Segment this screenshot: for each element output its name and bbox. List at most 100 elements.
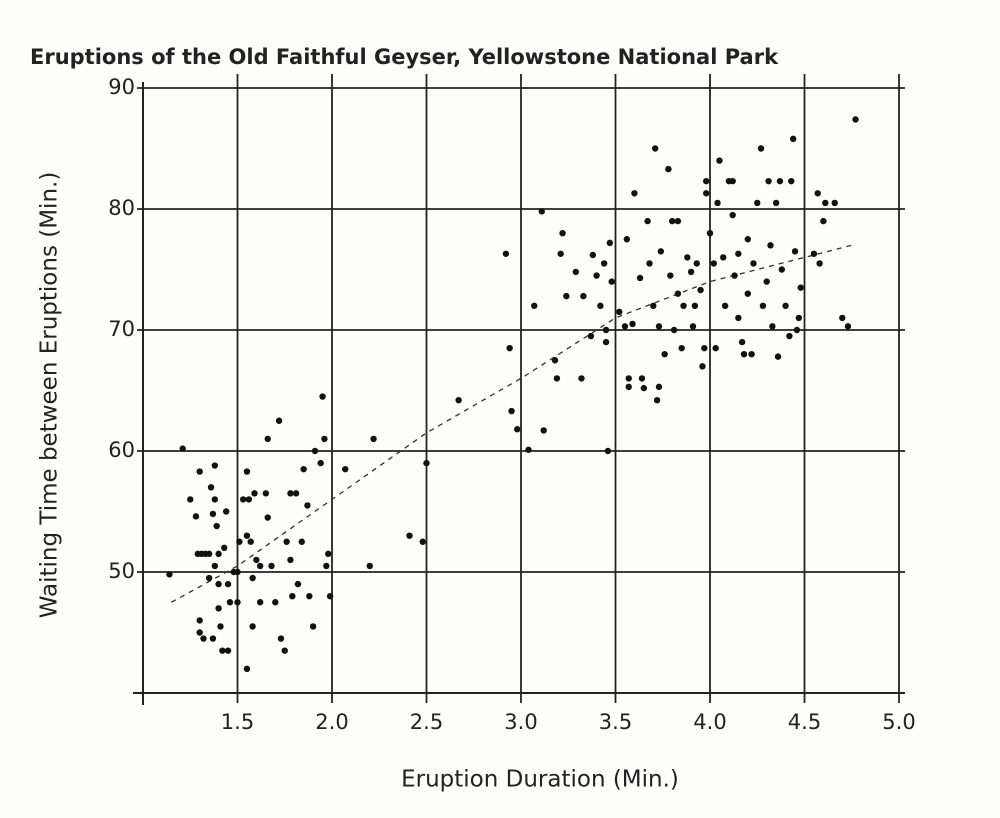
- data-point: [703, 190, 710, 197]
- data-point: [209, 635, 217, 642]
- data-point: [264, 435, 271, 443]
- data-point: [844, 323, 852, 330]
- data-point: [215, 550, 222, 558]
- data-point: [243, 468, 251, 475]
- data-point: [196, 617, 203, 624]
- data-point: [325, 550, 332, 558]
- data-point: [729, 211, 736, 219]
- data-point: [738, 338, 746, 346]
- data-point: [693, 260, 700, 267]
- data-point: [772, 199, 780, 207]
- data-point: [629, 320, 636, 328]
- data-point: [525, 446, 532, 453]
- data-point: [342, 465, 349, 473]
- data-point: [608, 278, 615, 285]
- x-tick-label: 5.0: [882, 710, 915, 734]
- data-point: [644, 217, 651, 225]
- data-point: [563, 292, 570, 300]
- data-point: [323, 562, 330, 570]
- data-point: [759, 302, 767, 309]
- y-tick-label: 70: [108, 317, 135, 341]
- data-point: [735, 314, 742, 322]
- data-point: [304, 502, 311, 509]
- data-point: [256, 562, 264, 570]
- data-point: [277, 635, 285, 642]
- data-point: [750, 260, 757, 267]
- data-point: [243, 665, 251, 672]
- data-point: [606, 239, 614, 247]
- data-point: [268, 562, 275, 570]
- data-point: [763, 278, 770, 285]
- data-point: [789, 135, 797, 143]
- data-point: [187, 496, 194, 503]
- data-point: [669, 217, 676, 225]
- data-point: [674, 290, 682, 297]
- data-point: [754, 199, 761, 207]
- data-point: [765, 177, 772, 185]
- data-point: [820, 217, 827, 225]
- y-tick-label: 80: [108, 196, 135, 220]
- data-point: [810, 250, 818, 257]
- data-point: [680, 302, 687, 309]
- data-point: [600, 260, 608, 267]
- data-point: [631, 190, 638, 197]
- data-point: [735, 250, 742, 257]
- data-point: [559, 230, 566, 237]
- data-point: [691, 302, 699, 309]
- data-point: [740, 351, 748, 358]
- data-point: [674, 217, 682, 225]
- data-point: [636, 274, 644, 282]
- data-point: [215, 580, 222, 588]
- data-point: [678, 344, 685, 352]
- data-point: [589, 251, 597, 259]
- data-point: [744, 236, 751, 243]
- data-point: [816, 260, 823, 267]
- data-point: [249, 623, 256, 630]
- data-point: [502, 250, 510, 257]
- data-point: [217, 623, 224, 630]
- data-point: [720, 254, 727, 261]
- x-tick-label: 4.5: [788, 710, 821, 734]
- data-point: [222, 508, 230, 515]
- data-point: [300, 465, 307, 473]
- data-point: [822, 199, 829, 207]
- data-point: [209, 510, 217, 518]
- data-point: [689, 323, 697, 330]
- data-point: [731, 272, 738, 279]
- data-point: [831, 199, 838, 207]
- data-point: [572, 268, 580, 276]
- data-point: [205, 574, 213, 582]
- data-point: [211, 496, 219, 503]
- data-point: [769, 323, 776, 330]
- data-point: [670, 326, 678, 334]
- y-tick-label: 60: [108, 438, 135, 462]
- data-point: [292, 490, 300, 497]
- data-point: [205, 550, 213, 558]
- data-point: [247, 538, 254, 545]
- data-point: [256, 599, 264, 606]
- x-tick-label: 4.0: [693, 710, 726, 734]
- data-point: [776, 177, 784, 185]
- data-point: [721, 302, 729, 309]
- data-point: [650, 302, 657, 309]
- data-point: [697, 286, 704, 294]
- data-point: [423, 459, 430, 467]
- data-point: [221, 544, 228, 551]
- data-point: [319, 393, 326, 400]
- data-point: [514, 426, 521, 433]
- data-point: [791, 248, 799, 255]
- data-point: [506, 344, 513, 352]
- data-point: [701, 344, 708, 352]
- data-point: [616, 308, 623, 316]
- data-point: [774, 353, 782, 360]
- data-point: [703, 177, 710, 185]
- trend-line: [171, 244, 852, 603]
- data-point: [366, 562, 373, 570]
- x-tick-label: 3.0: [504, 710, 537, 734]
- data-point: [540, 427, 547, 434]
- data-point: [788, 177, 795, 185]
- data-point: [272, 599, 279, 606]
- data-point: [625, 383, 632, 391]
- x-tick-label: 1.5: [221, 710, 254, 734]
